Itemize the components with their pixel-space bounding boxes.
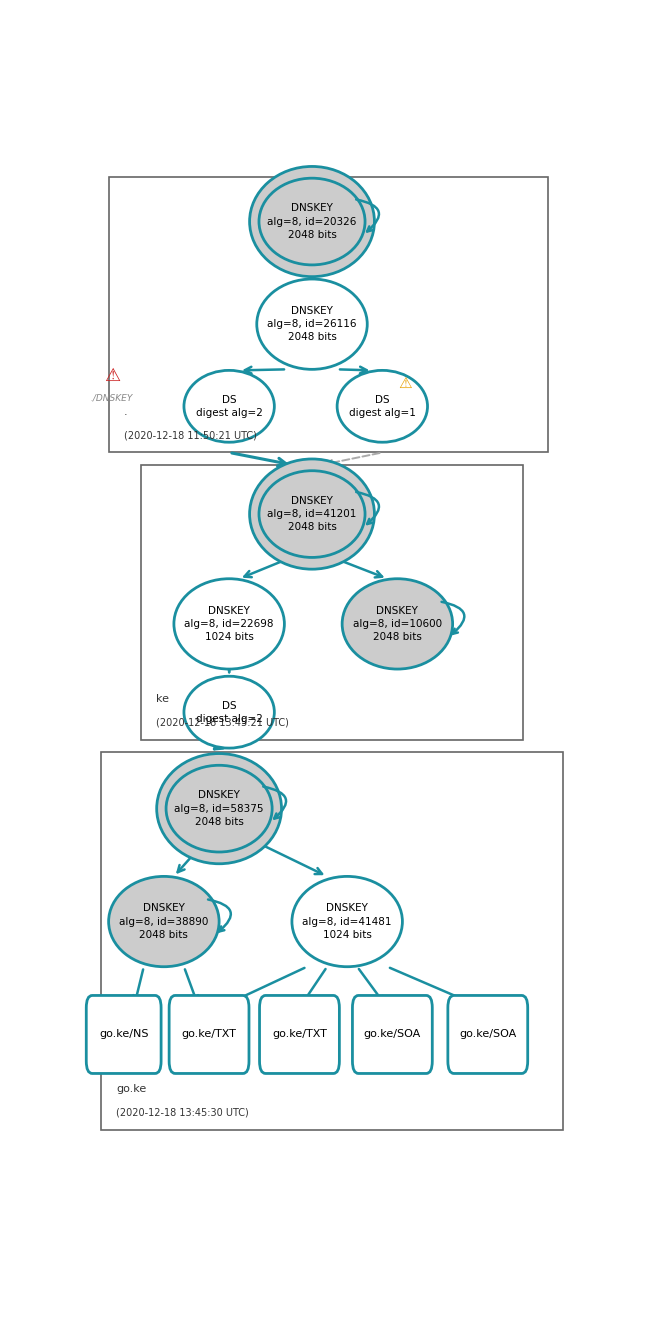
Ellipse shape: [337, 371, 428, 443]
Text: ⚠: ⚠: [104, 367, 120, 384]
Text: go.ke/SOA: go.ke/SOA: [364, 1029, 421, 1040]
Text: go.ke/TXT: go.ke/TXT: [181, 1029, 237, 1040]
Text: go.ke: go.ke: [116, 1084, 146, 1094]
Text: DNSKEY
alg=8, id=41481
1024 bits: DNSKEY alg=8, id=41481 1024 bits: [303, 904, 392, 940]
Ellipse shape: [249, 459, 375, 569]
FancyBboxPatch shape: [169, 996, 249, 1073]
Text: (2020-12-18 13:45:21 UTC): (2020-12-18 13:45:21 UTC): [156, 717, 289, 728]
FancyBboxPatch shape: [260, 996, 340, 1073]
Ellipse shape: [174, 579, 284, 669]
Text: DNSKEY
alg=8, id=41201
2048 bits: DNSKEY alg=8, id=41201 2048 bits: [268, 496, 356, 532]
Ellipse shape: [249, 167, 375, 277]
Text: DNSKEY
alg=8, id=22698
1024 bits: DNSKEY alg=8, id=22698 1024 bits: [185, 605, 274, 643]
Ellipse shape: [259, 179, 365, 265]
Text: ke: ke: [156, 694, 169, 704]
Ellipse shape: [109, 876, 219, 966]
FancyBboxPatch shape: [109, 177, 548, 452]
Ellipse shape: [166, 765, 272, 852]
Text: DNSKEY
alg=8, id=20326
2048 bits: DNSKEY alg=8, id=20326 2048 bits: [268, 204, 356, 240]
FancyBboxPatch shape: [353, 996, 432, 1073]
Text: DS
digest alg=2: DS digest alg=2: [196, 701, 262, 724]
Ellipse shape: [184, 676, 274, 748]
Ellipse shape: [157, 753, 281, 864]
Text: (2020-12-18 11:50:21 UTC): (2020-12-18 11:50:21 UTC): [124, 431, 257, 440]
Text: go.ke/TXT: go.ke/TXT: [272, 1029, 327, 1040]
Ellipse shape: [184, 371, 274, 443]
Text: ./DNSKEY: ./DNSKEY: [91, 393, 133, 403]
Text: DNSKEY
alg=8, id=38890
2048 bits: DNSKEY alg=8, id=38890 2048 bits: [119, 904, 209, 940]
Text: DS
digest alg=2: DS digest alg=2: [196, 395, 262, 419]
Text: go.ke/NS: go.ke/NS: [99, 1029, 148, 1040]
Text: DNSKEY
alg=8, id=26116
2048 bits: DNSKEY alg=8, id=26116 2048 bits: [267, 307, 357, 343]
Text: go.ke/SOA: go.ke/SOA: [459, 1029, 516, 1040]
FancyBboxPatch shape: [86, 996, 161, 1073]
FancyBboxPatch shape: [101, 752, 563, 1130]
Text: DNSKEY
alg=8, id=10600
2048 bits: DNSKEY alg=8, id=10600 2048 bits: [353, 605, 442, 643]
Text: (2020-12-18 13:45:30 UTC): (2020-12-18 13:45:30 UTC): [116, 1108, 249, 1117]
Text: ⚠: ⚠: [398, 376, 411, 391]
FancyBboxPatch shape: [141, 465, 523, 740]
Ellipse shape: [259, 471, 365, 557]
Text: DS
digest alg=1: DS digest alg=1: [349, 395, 416, 419]
Text: DNSKEY
alg=8, id=58375
2048 bits: DNSKEY alg=8, id=58375 2048 bits: [174, 790, 264, 826]
FancyBboxPatch shape: [448, 996, 527, 1073]
Text: .: .: [124, 407, 127, 417]
Ellipse shape: [342, 579, 453, 669]
Ellipse shape: [257, 279, 367, 369]
Ellipse shape: [292, 876, 402, 966]
